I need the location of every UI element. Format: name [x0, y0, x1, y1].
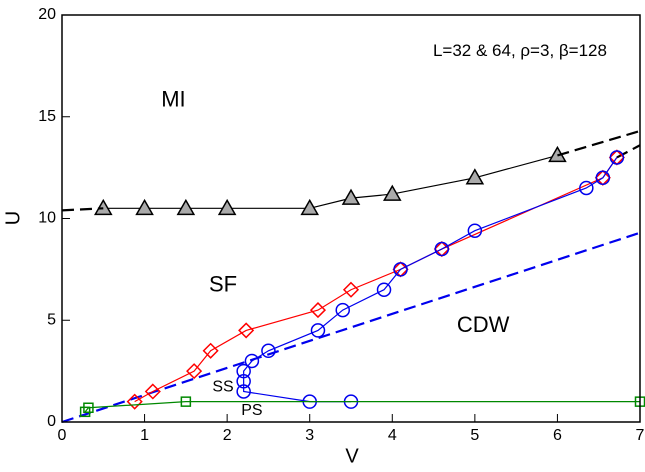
series-line: [557, 129, 641, 157]
series-line: [103, 154, 558, 209]
y-axis-label: U: [2, 211, 24, 225]
marker: [310, 323, 326, 338]
annotation: MI: [161, 86, 185, 111]
marker: [382, 184, 402, 201]
series-line: [61, 207, 104, 212]
annotation: PS: [241, 402, 262, 419]
marker: [434, 241, 450, 257]
marker: [467, 223, 483, 238]
marker: [83, 402, 94, 414]
series-line: [134, 157, 618, 403]
marker: [595, 170, 611, 186]
marker: [244, 353, 260, 369]
marker: [180, 396, 192, 407]
annotation: L=32 & 64, ρ=3, β=128: [433, 41, 607, 60]
y-tick-label: 0: [47, 413, 56, 430]
x-tick-label: 4: [388, 427, 397, 444]
marker: [126, 393, 143, 410]
marker: [236, 384, 251, 399]
marker: [236, 374, 251, 389]
marker: [144, 383, 161, 400]
series-line: [243, 157, 618, 403]
x-tick-label: 1: [140, 427, 149, 444]
y-tick-label: 5: [47, 311, 56, 328]
marker: [300, 198, 320, 216]
marker: [609, 150, 625, 165]
x-tick-label: 6: [553, 427, 562, 444]
x-tick-label: 5: [470, 427, 479, 444]
marker: [186, 363, 203, 380]
marker: [202, 342, 219, 359]
x-axis-label: V: [345, 445, 359, 467]
annotation: SS: [212, 379, 233, 396]
annotation: SF: [209, 271, 237, 296]
marker: [342, 281, 360, 298]
x-tick-label: 3: [305, 427, 314, 444]
marker: [341, 188, 361, 205]
y-tick-label: 15: [38, 108, 56, 125]
marker: [579, 180, 594, 196]
series-line: [616, 144, 641, 159]
annotation: CDW: [457, 312, 510, 337]
y-tick-label: 20: [38, 6, 56, 23]
series-line: [84, 401, 640, 413]
y-tick-label: 10: [38, 210, 56, 227]
marker: [217, 198, 237, 216]
marker: [236, 363, 251, 379]
marker: [376, 282, 392, 297]
plot-frame: [61, 14, 641, 423]
marker: [309, 302, 327, 319]
marker: [176, 198, 196, 216]
marker: [93, 198, 113, 216]
x-tick-label: 7: [636, 427, 645, 444]
marker: [261, 343, 276, 359]
marker: [393, 262, 408, 277]
x-tick-label: 0: [58, 427, 67, 444]
marker: [238, 322, 255, 339]
marker: [465, 168, 485, 185]
x-tick-label: 2: [223, 427, 232, 444]
marker: [335, 302, 350, 318]
marker: [135, 198, 154, 216]
